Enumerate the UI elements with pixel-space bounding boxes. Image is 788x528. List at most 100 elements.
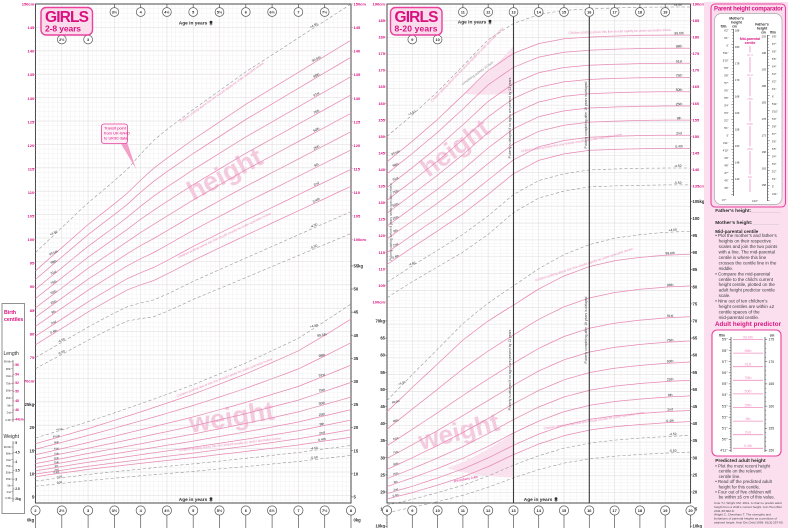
svg-text:55kg: 55kg <box>354 264 364 269</box>
svg-text:10kg: 10kg <box>693 524 703 528</box>
svg-text:173: 173 <box>762 134 767 138</box>
svg-text:55: 55 <box>693 370 698 375</box>
svg-text:20: 20 <box>380 490 385 495</box>
svg-text:Age in years: Age in years <box>179 21 208 27</box>
svg-text:85: 85 <box>30 308 35 313</box>
svg-text:125: 125 <box>354 119 361 124</box>
svg-text:30: 30 <box>380 455 385 460</box>
svg-text:75th: 75th <box>747 97 753 101</box>
svg-text:15: 15 <box>354 448 359 453</box>
svg-text:17: 17 <box>612 11 616 15</box>
svg-text:25th: 25th <box>676 102 683 106</box>
svg-text:110: 110 <box>354 190 361 195</box>
svg-text:0.4th: 0.4th <box>666 419 674 423</box>
svg-text:5'7": 5'7" <box>772 132 776 136</box>
svg-text:178: 178 <box>762 117 767 121</box>
svg-text:5: 5 <box>354 495 357 500</box>
svg-text:GIRLS: GIRLS <box>45 9 89 26</box>
svg-text:91st: 91st <box>667 314 674 318</box>
svg-text:95: 95 <box>693 233 698 238</box>
svg-text:120: 120 <box>28 143 35 148</box>
svg-text:99.6th: 99.6th <box>743 335 753 339</box>
svg-text:19: 19 <box>663 508 668 513</box>
svg-text:9th: 9th <box>746 417 751 421</box>
svg-text:9th: 9th <box>313 162 319 168</box>
svg-text:4’7”: 4’7” <box>722 198 726 202</box>
svg-text:130: 130 <box>378 200 385 205</box>
svg-text:45: 45 <box>354 310 359 315</box>
svg-text:170: 170 <box>769 360 775 364</box>
svg-text:19: 19 <box>663 11 667 15</box>
svg-text:11: 11 <box>461 508 466 513</box>
svg-text:98th: 98th <box>667 283 674 287</box>
svg-text:2nd: 2nd <box>7 491 12 494</box>
svg-text:99.6th: 99.6th <box>4 361 12 364</box>
svg-text:-4.50: -4.50 <box>310 222 319 229</box>
svg-text:140: 140 <box>354 49 361 54</box>
svg-text:140: 140 <box>28 49 35 54</box>
svg-text:Predicted adult height: Predicted adult height <box>715 458 766 464</box>
svg-text:Puberty starting before 8 year: Puberty starting before 8 years needs sp… <box>389 183 393 261</box>
svg-text:ft/in: ft/in <box>770 31 776 35</box>
svg-text:35: 35 <box>380 438 385 443</box>
svg-text:9th: 9th <box>54 464 58 468</box>
svg-text:7½: 7½ <box>322 508 328 513</box>
svg-text:5'1": 5'1" <box>722 427 728 431</box>
svg-text:centile line.: centile line. <box>719 474 741 479</box>
svg-text:135: 135 <box>28 72 35 77</box>
svg-text:97.2: 97.2 <box>747 53 753 57</box>
svg-text:-4.50: -4.50 <box>57 337 65 344</box>
svg-text:2nd: 2nd <box>393 487 399 492</box>
svg-text:50: 50 <box>380 387 385 392</box>
svg-text:175: 175 <box>693 51 700 56</box>
svg-text:165: 165 <box>769 382 775 386</box>
svg-text:centiles: centiles <box>4 317 23 323</box>
svg-text:+4.50: +4.50 <box>309 22 318 29</box>
svg-text:99.6th: 99.6th <box>391 399 400 405</box>
svg-text:25th: 25th <box>667 377 674 381</box>
svg-text:5'10": 5'10" <box>772 110 778 114</box>
svg-text:99.6th: 99.6th <box>665 251 675 255</box>
svg-text:attained height. Arch Dis Chil: attained height. Arch Dis Child 1999; 81… <box>714 521 784 525</box>
svg-text:5'3": 5'3" <box>772 162 776 166</box>
svg-text:5: 5 <box>192 508 195 513</box>
svg-text:0.4th: 0.4th <box>53 470 60 475</box>
svg-text:0kg: 0kg <box>354 518 362 523</box>
svg-text:centile: centile <box>745 41 756 45</box>
svg-text:be within ±6 cm of this value.: be within ±6 cm of this value. <box>719 495 775 500</box>
svg-text:from UK-WHO: from UK-WHO <box>104 131 130 136</box>
svg-text:6½: 6½ <box>269 508 275 513</box>
svg-text:110: 110 <box>28 190 35 195</box>
svg-text:99.6th: 99.6th <box>49 249 59 256</box>
svg-text:5'1": 5'1" <box>724 126 728 130</box>
svg-text:100cm: 100cm <box>373 299 386 304</box>
svg-text:0.4th: 0.4th <box>392 493 399 498</box>
svg-text:55: 55 <box>380 370 385 375</box>
svg-text:48: 48 <box>15 399 19 403</box>
svg-text:2nd: 2nd <box>392 242 399 248</box>
svg-text:50th: 50th <box>745 390 752 394</box>
svg-text:5'2": 5'2" <box>724 119 728 123</box>
svg-text:178: 178 <box>735 62 740 66</box>
svg-text:91st: 91st <box>392 176 399 182</box>
svg-text:-5.50: -5.50 <box>310 455 318 460</box>
svg-text:+4.50: +4.50 <box>56 427 63 432</box>
svg-text:-4.50: -4.50 <box>408 261 416 267</box>
svg-text:-4.50: -4.50 <box>674 164 682 168</box>
svg-text:5'8": 5'8" <box>772 125 776 129</box>
svg-text:50: 50 <box>15 390 19 394</box>
svg-text:99.6th: 99.6th <box>391 149 401 156</box>
svg-text:6'4": 6'4" <box>772 65 776 69</box>
svg-text:5'0": 5'0" <box>722 438 728 442</box>
svg-text:Cole TJ, Wright CM. 2011. A ch: Cole TJ, Wright CM. 2011. A chart to pre… <box>714 501 782 505</box>
svg-text:limitations of parental height: limitations of parental heights as a pre… <box>714 517 777 521</box>
svg-text:5'1": 5'1" <box>772 177 776 181</box>
svg-text:140: 140 <box>378 167 385 172</box>
svg-text:6: 6 <box>245 11 247 15</box>
svg-text:6'1": 6'1" <box>724 36 728 40</box>
svg-text:9: 9 <box>411 508 414 513</box>
svg-text:8: 8 <box>350 508 353 513</box>
svg-text:45: 45 <box>693 404 698 409</box>
svg-text:91st: 91st <box>745 363 752 367</box>
svg-text:150: 150 <box>378 134 385 139</box>
